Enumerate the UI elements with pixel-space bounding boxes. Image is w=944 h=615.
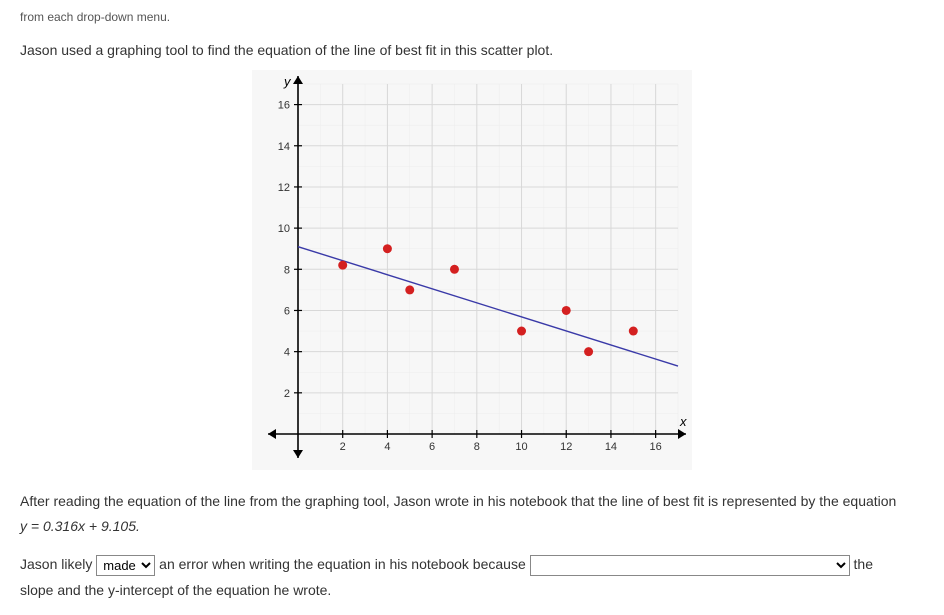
svg-text:6: 6 [284,305,290,317]
fillin-line2: slope and the y-intercept of the equatio… [20,582,331,598]
svg-text:x: x [679,414,687,429]
svg-text:8: 8 [284,264,290,276]
dropdown-error-made[interactable]: made [96,555,155,576]
fillin-prefix: Jason likely [20,556,92,572]
post-chart-text: After reading the equation of the line f… [20,490,924,512]
chart-container: 2 4 6 8 10 12 14 16 2 4 6 8 10 12 14 16 y x [20,70,924,470]
svg-text:4: 4 [284,347,290,359]
header-fragment: from each drop-down menu. [20,10,924,24]
svg-text:2: 2 [284,388,290,400]
svg-text:14: 14 [605,441,617,453]
svg-text:16: 16 [650,441,662,453]
fill-in-sentence: Jason likely made an error when writing … [20,552,924,602]
svg-text:10: 10 [515,441,527,453]
equation-text: y = 0.316x + 9.105. [20,518,924,534]
fillin-mid1: an error when writing the equation in hi… [159,556,526,572]
scatter-plot: 2 4 6 8 10 12 14 16 2 4 6 8 10 12 14 16 y x [252,70,692,470]
fillin-suffix: the [854,556,873,572]
svg-text:6: 6 [429,441,435,453]
svg-text:8: 8 [474,441,480,453]
svg-text:2: 2 [340,441,346,453]
svg-text:4: 4 [384,441,390,453]
svg-text:y: y [283,74,292,89]
question-text: Jason used a graphing tool to find the e… [20,42,924,58]
dropdown-reason[interactable] [530,555,850,576]
svg-text:16: 16 [278,100,290,112]
svg-text:12: 12 [278,182,290,194]
svg-text:10: 10 [278,223,290,235]
svg-text:12: 12 [560,441,572,453]
svg-text:14: 14 [278,141,290,153]
